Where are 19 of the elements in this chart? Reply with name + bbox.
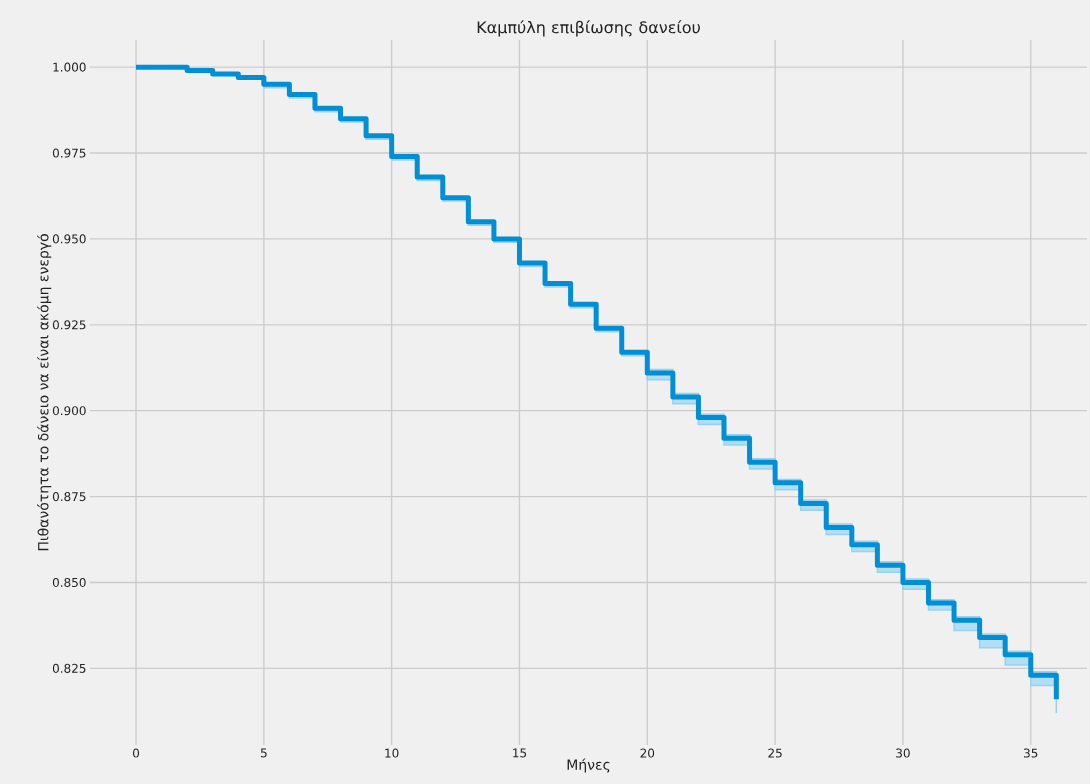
x-tick-label: 20	[640, 748, 655, 758]
x-tick-label: 25	[768, 748, 782, 758]
x-tick-label: 30	[896, 748, 910, 758]
x-tick-label: 5	[260, 748, 267, 758]
x-axis-title: Μήνες	[567, 758, 610, 773]
y-tick-label: 0.900	[52, 406, 86, 416]
y-axis-title: Πιθανότητα το δάνειο να είναι ακόμη ενεργό	[37, 234, 52, 551]
y-tick-label: 0.850	[52, 577, 86, 588]
x-tick-label: 0	[132, 748, 140, 758]
y-tick-label: 0.975	[52, 148, 86, 158]
y-tick-label: 1.000	[53, 62, 86, 72]
y-tick-label: 0.825	[52, 663, 86, 673]
y-tick-label: 0.925	[52, 320, 86, 330]
x-tick-label: 15	[513, 748, 527, 758]
y-tick-label: 0.950	[52, 234, 86, 244]
y-tick-label: 0.875	[52, 492, 86, 502]
x-tick-label: 35	[1024, 748, 1038, 758]
chart-title: Καμπύλη επιβίωσης δανείου	[477, 20, 700, 37]
x-tick-label: 10	[385, 748, 399, 758]
